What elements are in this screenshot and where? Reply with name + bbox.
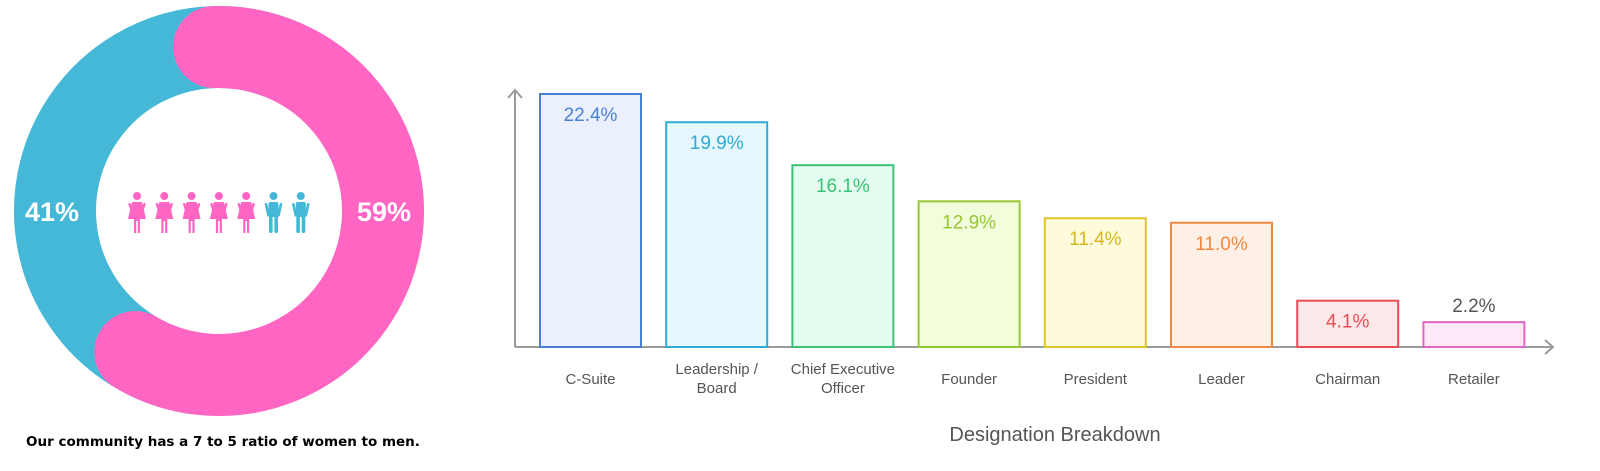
- bar: [665, 121, 769, 349]
- bar-value-label: 2.2%: [1452, 296, 1495, 317]
- x-tick-label: Chief Executive Officer: [791, 361, 895, 397]
- bar: [791, 164, 895, 348]
- bar-value-label: 11.4%: [1069, 229, 1122, 250]
- bar-value-label: 12.9%: [942, 212, 996, 233]
- bar-value-label: 16.1%: [816, 176, 870, 197]
- x-tick-label: President: [1064, 371, 1128, 388]
- bar: [917, 200, 1021, 348]
- woman-icon: [209, 192, 228, 233]
- gender-donut-chart: 59% 41%: [14, 6, 424, 416]
- x-tick-label: Chairman: [1315, 371, 1380, 388]
- bar: [1422, 321, 1526, 349]
- man-icon: [264, 192, 283, 233]
- x-axis-title: Designation Breakdown: [949, 424, 1161, 446]
- bar: [1043, 217, 1147, 348]
- woman-icon: [155, 192, 174, 233]
- y-axis-arrow: [507, 88, 523, 99]
- x-tick-label: Retailer: [1448, 371, 1500, 388]
- x-tick-label: Leader: [1198, 371, 1245, 388]
- x-tick-label: Founder: [941, 371, 997, 388]
- x-tick-label: Leadership / Board: [675, 361, 758, 397]
- woman-icon: [182, 192, 201, 233]
- bar: [1170, 221, 1273, 348]
- bar-value-label: 4.1%: [1326, 312, 1369, 333]
- donut-label-men: 41%: [25, 197, 79, 227]
- bar-value-label: 11.0%: [1195, 234, 1248, 255]
- donut-segment-women: [94, 6, 424, 416]
- community-ratio-caption: Our community has a 7 to 5 ratio of wome…: [26, 434, 420, 450]
- x-axis-arrow: [1544, 339, 1555, 355]
- bar-value-label: 22.4%: [564, 105, 618, 126]
- woman-icon: [237, 192, 256, 233]
- woman-icon: [128, 192, 146, 233]
- x-tick-label: C-Suite: [565, 371, 615, 388]
- man-icon: [292, 192, 310, 233]
- donut-label-women: 59%: [357, 197, 411, 227]
- bar-value-label: 19.9%: [690, 133, 744, 154]
- bar: [1296, 299, 1400, 348]
- bar: [539, 93, 642, 348]
